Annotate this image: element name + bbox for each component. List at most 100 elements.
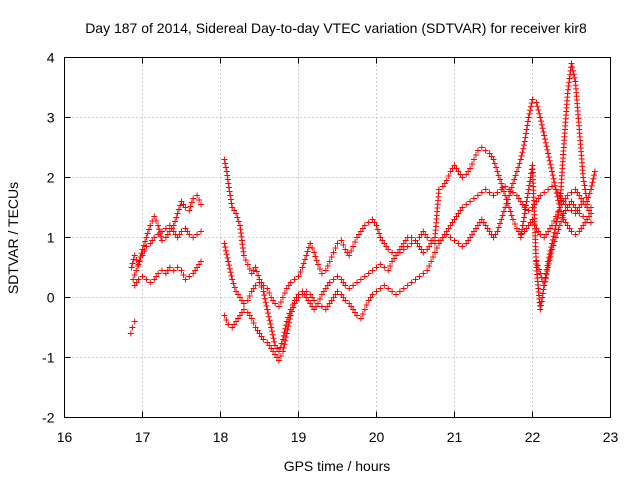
data-point bbox=[387, 263, 394, 269]
y-axis-label: SDTVAR / TECUs bbox=[5, 182, 21, 294]
data-point bbox=[506, 192, 513, 199]
data-point bbox=[141, 248, 148, 254]
data-point bbox=[287, 279, 294, 286]
data-point bbox=[334, 288, 341, 295]
data-point bbox=[408, 240, 415, 247]
data-point bbox=[222, 247, 229, 254]
data-point bbox=[539, 290, 546, 297]
data-point bbox=[361, 222, 368, 229]
data-point bbox=[526, 182, 533, 189]
data-point bbox=[250, 320, 257, 326]
data-point bbox=[295, 294, 302, 301]
data-point bbox=[393, 252, 399, 259]
data-point bbox=[142, 238, 149, 245]
data-point bbox=[129, 260, 136, 267]
data-point bbox=[255, 272, 262, 279]
data-point bbox=[262, 299, 269, 306]
data-point bbox=[433, 245, 440, 251]
data-point bbox=[474, 147, 481, 154]
data-point bbox=[311, 297, 318, 304]
data-point bbox=[537, 306, 544, 313]
data-point bbox=[548, 250, 555, 257]
data-point bbox=[467, 198, 474, 205]
data-point bbox=[128, 264, 135, 271]
data-point bbox=[463, 201, 470, 208]
data-point bbox=[338, 237, 345, 244]
data-point bbox=[263, 302, 270, 309]
series-segment-a-early bbox=[127, 318, 138, 337]
data-point bbox=[226, 262, 233, 269]
data-point bbox=[554, 215, 561, 222]
data-point bbox=[486, 189, 493, 196]
data-point bbox=[518, 230, 525, 237]
data-point bbox=[277, 353, 284, 359]
data-point bbox=[155, 222, 162, 229]
data-points bbox=[127, 60, 598, 364]
data-point bbox=[517, 234, 524, 241]
data-point bbox=[173, 214, 180, 221]
data-point bbox=[246, 266, 253, 272]
data-point bbox=[445, 173, 452, 179]
data-point bbox=[581, 182, 588, 189]
data-point bbox=[127, 330, 134, 337]
data-point bbox=[495, 172, 502, 179]
data-point bbox=[524, 194, 531, 201]
data-point bbox=[571, 74, 578, 81]
x-tick-label: 18 bbox=[213, 429, 229, 445]
data-point bbox=[175, 206, 182, 213]
data-point bbox=[240, 252, 247, 259]
data-point bbox=[471, 195, 477, 202]
data-point bbox=[228, 272, 235, 279]
data-point bbox=[299, 264, 306, 271]
data-point bbox=[569, 64, 576, 71]
data-point bbox=[264, 306, 271, 313]
data-point bbox=[538, 121, 545, 128]
data-point bbox=[474, 192, 481, 199]
data-point bbox=[588, 186, 594, 193]
data-point bbox=[568, 207, 575, 214]
data-point bbox=[242, 257, 249, 263]
data-point bbox=[524, 122, 531, 129]
data-point bbox=[521, 214, 528, 221]
data-point bbox=[281, 341, 288, 348]
data-point bbox=[186, 273, 193, 280]
data-point bbox=[416, 273, 423, 280]
data-point bbox=[467, 165, 474, 172]
data-point bbox=[235, 218, 242, 225]
data-point bbox=[502, 204, 509, 211]
data-point bbox=[289, 308, 295, 315]
data-point bbox=[424, 267, 431, 274]
data-point bbox=[261, 292, 268, 299]
data-point bbox=[568, 189, 575, 196]
data-point bbox=[311, 249, 318, 256]
data-point bbox=[534, 262, 541, 269]
data-point bbox=[536, 266, 542, 273]
data-point bbox=[520, 218, 527, 225]
x-tick-label: 16 bbox=[57, 429, 73, 445]
data-point bbox=[551, 229, 558, 236]
data-point bbox=[568, 228, 575, 235]
data-point bbox=[428, 258, 435, 265]
data-point bbox=[318, 270, 325, 277]
data-point bbox=[373, 288, 380, 295]
data-point bbox=[502, 183, 509, 190]
data-point bbox=[519, 226, 526, 233]
data-point bbox=[326, 279, 333, 286]
data-point bbox=[246, 293, 253, 299]
data-point bbox=[494, 189, 501, 196]
data-point bbox=[272, 300, 279, 307]
data-point bbox=[151, 213, 158, 220]
data-point bbox=[265, 310, 272, 317]
data-point bbox=[187, 203, 194, 210]
data-point bbox=[389, 288, 396, 295]
data-point bbox=[550, 218, 557, 224]
data-point bbox=[143, 234, 150, 241]
data-point bbox=[545, 260, 552, 267]
data-point bbox=[377, 285, 384, 292]
x-tick-labels: 16 17 18 19 20 21 22 23 bbox=[57, 429, 619, 445]
data-point bbox=[365, 219, 372, 226]
series-segment-b bbox=[130, 222, 204, 283]
data-point bbox=[162, 225, 169, 232]
data-point bbox=[490, 192, 497, 199]
data-point bbox=[558, 218, 565, 225]
